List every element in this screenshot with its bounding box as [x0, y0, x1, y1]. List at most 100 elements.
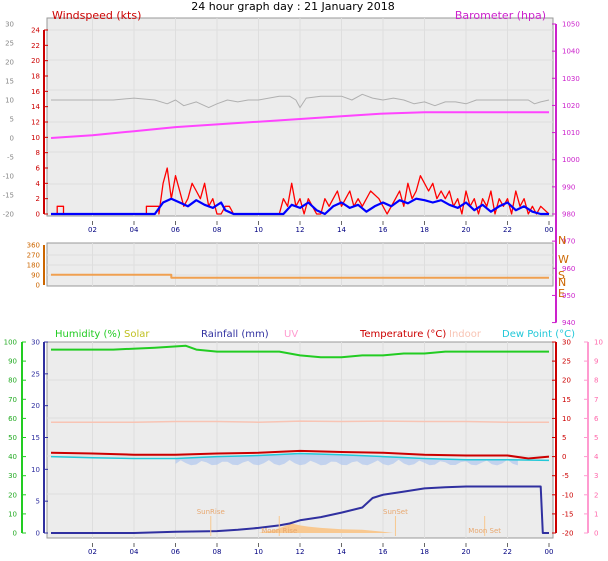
- barometer-tick-label: 940: [562, 319, 575, 327]
- uv-tick-label: 5: [594, 434, 598, 442]
- x-tick-label: 08: [213, 226, 222, 234]
- humidity-tick-label: 50: [8, 434, 17, 442]
- temperature-tick-label: 25: [562, 358, 571, 366]
- uv-tick-label: 1: [594, 510, 598, 518]
- windspeed-tick-label: 6: [36, 165, 41, 173]
- barometer-tick-label: 980: [562, 211, 575, 219]
- direction-compass-label: E: [558, 287, 565, 300]
- uv-tick-label: 3: [594, 472, 598, 480]
- temp-series: [50, 344, 550, 534]
- legend-entry: UV: [284, 329, 298, 340]
- wind-direction-line: [51, 273, 549, 279]
- rainfall-tick-label: 0: [36, 530, 40, 538]
- outer-scale-tick-label: 30: [5, 21, 14, 29]
- wind-average-line: [51, 197, 549, 216]
- x-tick-label: 16: [379, 548, 388, 556]
- humidity-tick-label: 80: [8, 377, 17, 385]
- outer-scale-tick-label: 10: [5, 97, 14, 105]
- direction-tick-label: 180: [27, 262, 40, 270]
- x-tick-label: 04: [130, 226, 139, 234]
- temp-legend: Humidity (%) Solar Rainfall (mm) UV Temperat…: [55, 329, 575, 340]
- direction-tick-label: 270: [27, 252, 40, 260]
- annotation-label: SunRise: [197, 508, 225, 516]
- direction-compass-label: N: [558, 276, 566, 289]
- windspeed-tick-label: 8: [36, 149, 40, 157]
- temp-x-ticks: 02 04 06 08 10 12 14 16 18 20 22 00: [88, 543, 553, 556]
- x-tick-label: 18: [420, 548, 429, 556]
- outer-scale-tick-label: 20: [5, 59, 14, 67]
- humidity-tick-label: 90: [8, 358, 17, 366]
- uv-tick-label: 8: [594, 377, 598, 385]
- wind-panel-grid: [47, 18, 553, 216]
- temp-panel: Humidity (%) Solar Rainfall (mm) UV Temperat…: [4, 329, 603, 556]
- windspeed-line: [51, 167, 550, 215]
- grey-trace-line: [51, 93, 550, 109]
- direction-tick-label: 0: [36, 282, 40, 290]
- barometer-line: [50, 111, 549, 139]
- wind-x-ticks: 02 04 06 08 10 12 14 16 18 20 22 00: [88, 221, 553, 234]
- rainfall-tick-label: 5: [36, 498, 40, 506]
- outer-scale-ticks: 30 25 20 15 10 5 0 -5 -10 -15 -20: [3, 21, 14, 219]
- x-tick-label: 20: [462, 226, 471, 234]
- direction-tick-label: 90: [31, 272, 40, 280]
- rainfall-ticks: 30 25 20 15 10 5 0: [31, 339, 48, 538]
- x-tick-label: 00: [545, 548, 554, 556]
- uv-tick-label: 0: [594, 530, 598, 538]
- wind-series: [50, 93, 550, 216]
- barometer-tick-label: 1020: [562, 102, 580, 110]
- humidity-tick-label: 10: [8, 510, 17, 518]
- x-tick-label: 14: [337, 226, 346, 234]
- outer-scale-tick-label: -15: [3, 192, 14, 200]
- annotation-label: Moon Set: [468, 527, 501, 535]
- humidity-tick-label: 30: [8, 472, 17, 480]
- uv-tick-label: 7: [594, 396, 598, 404]
- solar-area: [258, 523, 394, 533]
- humidity-tick-label: 40: [8, 453, 17, 461]
- direction-ticks: 360 270 180 90 0: [27, 242, 45, 290]
- windspeed-tick-label: 22: [31, 42, 40, 50]
- humidity-tick-label: 60: [8, 415, 17, 423]
- indoor-line: [51, 420, 549, 423]
- barometer-tick-label: 1010: [562, 129, 580, 137]
- temperature-tick-label: -20: [562, 530, 573, 538]
- x-tick-label: 20: [462, 548, 471, 556]
- annotation-label: Moon Rise: [261, 527, 297, 535]
- x-tick-label: 06: [171, 226, 180, 234]
- barometer-tick-label: 990: [562, 183, 575, 191]
- temperature-tick-label: 15: [562, 396, 571, 404]
- rainfall-tick-label: 25: [31, 370, 40, 378]
- x-tick-label: 02: [88, 548, 97, 556]
- outer-scale-tick-label: -20: [3, 211, 14, 219]
- humidity-tick-label: 70: [8, 396, 17, 404]
- barometer-axis-label: Barometer (hpa): [455, 9, 546, 22]
- temperature-tick-label: 20: [562, 377, 571, 385]
- temperature-tick-label: -15: [562, 510, 573, 518]
- temperature-tick-label: 5: [562, 434, 566, 442]
- dew-spread-band: [175, 453, 518, 466]
- x-tick-label: 02: [88, 226, 97, 234]
- humidity-tick-label: 20: [8, 491, 17, 499]
- legend-entry: Temperature (°C): [359, 329, 446, 340]
- x-tick-label: 22: [503, 226, 512, 234]
- sun-moon-annotations: SunRise SunSet Moon Rise Moon Set: [197, 508, 501, 536]
- windspeed-tick-label: 14: [31, 103, 40, 111]
- humidity-tick-label: 100: [4, 339, 17, 347]
- windspeed-tick-label: 20: [31, 57, 40, 65]
- temperature-tick-label: -5: [562, 472, 569, 480]
- humidity-tick-label: 0: [13, 530, 17, 538]
- barometer-tick-label: 1000: [562, 156, 580, 164]
- outer-scale-tick-label: 0: [10, 135, 14, 143]
- direction-tick-label: 360: [27, 242, 40, 250]
- x-tick-label: 18: [420, 226, 429, 234]
- x-tick-label: 16: [379, 226, 388, 234]
- outer-scale-tick-label: -5: [7, 154, 14, 162]
- uv-tick-label: 9: [594, 358, 598, 366]
- uv-tick-label: 6: [594, 415, 599, 423]
- legend-entry: Dew Point (°C): [502, 329, 575, 340]
- direction-series: [51, 273, 549, 279]
